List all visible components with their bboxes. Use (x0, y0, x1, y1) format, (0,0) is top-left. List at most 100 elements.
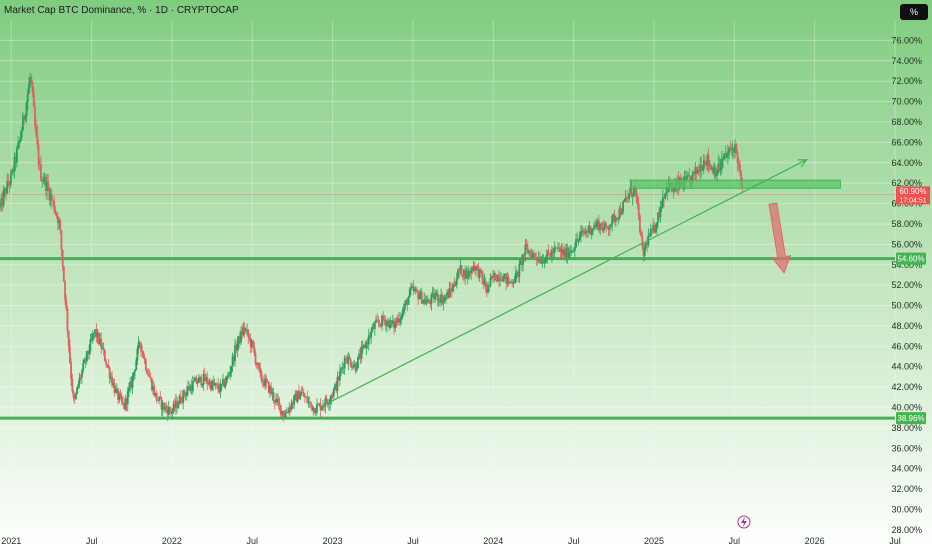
candle-body (440, 294, 442, 303)
scale-toggle-button[interactable]: % (900, 4, 928, 20)
candle-body (276, 398, 279, 400)
candle-body (712, 167, 715, 175)
candle-body (223, 379, 226, 387)
candle-body (505, 273, 508, 284)
candle-body (277, 398, 280, 403)
candle-body (594, 225, 597, 227)
candle-body (320, 407, 323, 411)
candle-body (38, 163, 41, 165)
candle-body (335, 384, 338, 392)
candle-body (728, 148, 730, 154)
candle-body (148, 375, 151, 378)
candle-body (237, 335, 240, 344)
candle-body (367, 335, 370, 345)
lightning-icon[interactable] (737, 515, 751, 529)
candle-body (506, 276, 509, 284)
candle-body (282, 411, 285, 416)
candle-body (50, 194, 53, 201)
grid (0, 20, 896, 535)
candle-body (548, 253, 551, 255)
candle-body (177, 404, 180, 408)
candle-body (653, 225, 656, 233)
candle-body (524, 244, 527, 255)
candle-body (193, 381, 195, 382)
candle-body (61, 249, 64, 267)
candle-body (252, 340, 254, 347)
candle-body (60, 230, 63, 250)
candle-body (166, 409, 169, 415)
candle-body (371, 326, 374, 332)
candle-body (89, 339, 92, 352)
candle-body (410, 287, 412, 290)
candle-body (96, 332, 99, 338)
candle-body (275, 399, 277, 403)
candle-body (179, 396, 182, 403)
candle-body (68, 346, 71, 363)
candle-body (236, 343, 239, 351)
candle-body (13, 156, 16, 172)
candle-body (384, 320, 387, 326)
candle-body (664, 193, 667, 199)
candle-body (114, 389, 117, 393)
candle-body (247, 329, 250, 337)
candle-body (720, 159, 723, 168)
x-tick-label: 2021 (1, 536, 21, 546)
candle-body (358, 353, 361, 357)
candle-body (365, 342, 368, 349)
candle-body (700, 164, 703, 171)
candle-body (213, 384, 216, 386)
candle-body (493, 272, 495, 278)
candle-body (436, 292, 439, 301)
candle-body (228, 374, 230, 377)
candle-body (434, 295, 436, 300)
candle-body (508, 281, 511, 284)
candle-body (729, 148, 732, 150)
x-tick-label: Jul (247, 536, 259, 546)
candle-body (144, 359, 147, 370)
candle-body (107, 365, 110, 368)
candle-body (11, 169, 13, 174)
y-tick-label: 44.00% (891, 362, 922, 372)
candle-body (9, 173, 12, 185)
candle-body (443, 297, 446, 301)
candle-body (88, 351, 91, 355)
candle-body (278, 402, 281, 406)
candle-body (117, 388, 120, 400)
y-tick-label: 72.00% (891, 76, 922, 86)
candle-body (523, 254, 526, 256)
candle-body (529, 251, 532, 254)
x-tick-label: Jul (407, 536, 419, 546)
candle-body (113, 382, 116, 393)
candle-body (542, 260, 545, 264)
candle-body (665, 186, 668, 194)
level-price-text: 38.96% (897, 414, 924, 423)
candle-body (297, 391, 300, 400)
candle-body (606, 226, 609, 228)
candle-body (225, 376, 228, 383)
candle-body (132, 372, 135, 377)
candle-body (375, 319, 377, 323)
candle-body (263, 381, 265, 386)
candle-body (334, 384, 336, 389)
candle-body (131, 376, 134, 388)
candle-body (188, 386, 191, 391)
candle-body (72, 391, 75, 398)
candle-body (705, 163, 708, 166)
candle-body (271, 392, 274, 394)
candle-body (391, 320, 394, 324)
candle-body (142, 351, 145, 359)
candle-body (36, 134, 39, 145)
candle-body (360, 347, 363, 359)
x-tick-label: Jul (86, 536, 98, 546)
candle-body (295, 393, 298, 402)
candle-body (64, 281, 66, 300)
candle-body (442, 300, 445, 304)
candle-body (472, 265, 475, 271)
candle-body (717, 163, 720, 173)
candle-body (293, 396, 295, 405)
candle-body (520, 260, 523, 265)
candle-body (3, 188, 6, 192)
countdown-text: 17:04:51 (899, 197, 926, 204)
